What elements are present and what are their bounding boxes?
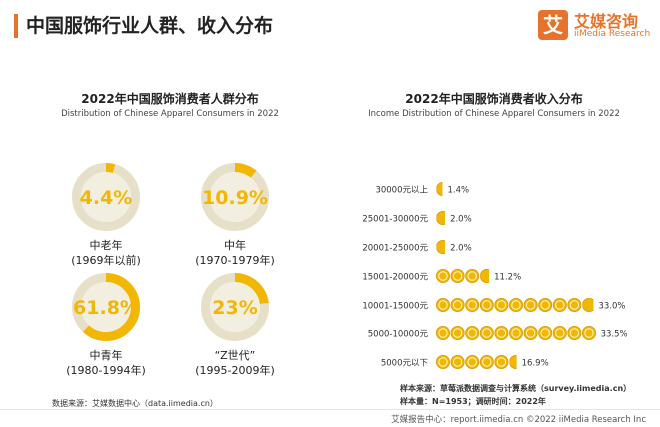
donut-category-line: 中老年 [89,239,123,252]
income-coin-ring [467,271,477,281]
bar-value-label: 2.0% [450,215,472,225]
donut-category-label: 中老年 (1969年以前) [71,238,141,268]
income-coin-partial [436,211,446,225]
income-coin-ring [569,328,580,338]
title-accent-bar [14,14,18,38]
bar-category-label: 15001-20000元 [362,273,428,283]
brand-subtitle: iiMedia Research [574,29,651,39]
brand-logo: 艾 艾媒咨询 iiMedia Research [538,8,654,44]
donut-category-label: 中青年 (1980-1994年) [66,348,146,378]
income-coin-ring [438,271,448,281]
right-chart-subtitle: Income Distribution of Chinese Apparel C… [368,109,620,119]
bar-value-label: 16.9% [522,359,549,369]
right-source-note: 样本来源：草莓派数据调查与计算系统（survey.iimedia.cn） [400,384,632,393]
donut-slice [72,273,140,341]
donut-category-line: (1970-1979年) [195,254,275,267]
income-coin-ring [452,271,463,281]
income-coin-ring [511,300,521,310]
income-coin-ring [467,300,477,310]
brand-logo-mark: 艾 [538,10,568,40]
donut-category-line: (1980-1994年) [66,364,146,377]
income-coin-partial [582,298,594,312]
bar-value-label: 33.0% [598,302,625,312]
donut-slice [201,163,269,231]
income-coin-ring [438,357,448,367]
income-coin-ring [452,328,463,338]
income-coin-ring [452,300,463,310]
right-sample-note: 样本量：N=1953；调研时间：2022年 [400,397,546,406]
donut-center [210,172,260,222]
bar-category-label: 5000-10000元 [368,330,429,340]
income-coin-ring [482,328,492,338]
income-coin-ring [482,300,492,310]
income-coin-ring [438,300,448,310]
donut-center [81,172,131,222]
income-coin-ring [569,300,580,310]
donut-category-label: 中年 (1970-1979年) [195,238,275,268]
income-coin-ring [452,357,463,367]
donut-center [210,282,260,332]
income-coin-ring [467,357,477,367]
donut-category-line: (1995-2009年) [195,364,275,377]
bar-category-label: 10001-15000元 [362,302,428,312]
income-coin-ring [467,328,477,338]
donut-value-label: 4.4% [80,187,133,209]
bar-value-label: 1.4% [447,186,469,196]
income-coin-ring [540,328,550,338]
donut-category-label: “Z世代” (1995-2009年) [195,348,275,378]
bar-category-label: 30000元以上 [375,186,428,196]
donut-center [81,282,131,332]
income-coin-ring [496,328,507,338]
bar-value-label: 2.0% [450,244,472,254]
income-coin-partial [509,355,517,369]
donut-slice [72,163,140,231]
donut-value-label: 61.8% [73,297,139,319]
donut-slice [201,273,269,341]
income-coin-partial [436,182,443,196]
income-coin-ring [496,300,507,310]
left-source-note: 数据来源：艾媒数据中心（data.iimedia.cn） [52,399,218,408]
right-chart-title: 2022年中国服饰消费者收入分布 [405,92,583,106]
donut-category-line: (1969年以前) [71,254,141,267]
footer-divider [0,409,660,410]
donut-category-line: 中年 [223,239,246,252]
bar-category-label: 5000元以下 [381,359,429,369]
bar-value-label: 11.2% [494,273,521,283]
bar-category-label: 20001-25000元 [362,244,428,254]
income-coin-partial [436,240,446,254]
income-coin-ring [584,328,594,338]
donut-value-label: 10.9% [202,187,268,209]
income-coin-ring [540,300,550,310]
footer-credit: 艾媒报告中心：report.iimedia.cn ©2022 iiMedia R… [391,415,646,425]
bar-category-label: 25001-30000元 [362,215,428,225]
donut-category-line: “Z世代” [214,349,256,362]
income-coin-ring [555,328,565,338]
income-coin-ring [482,357,492,367]
income-coin-ring [525,328,536,338]
page-title: 中国服饰行业人群、收入分布 [26,15,274,37]
brand-name: 艾媒咨询 [574,12,639,31]
income-coin-ring [525,300,536,310]
income-coin-ring [511,328,521,338]
donut-category-line: 中青年 [89,349,123,362]
income-coin-ring [496,357,507,367]
left-chart-subtitle: Distribution of Chinese Apparel Consumer… [61,109,279,119]
donut-value-label: 23% [212,297,257,319]
bar-value-label: 33.5% [601,330,628,340]
income-coin-partial [480,269,490,283]
income-coin-ring [438,328,448,338]
left-chart-title: 2022年中国服饰消费者人群分布 [81,92,259,106]
income-coin-ring [555,300,565,310]
